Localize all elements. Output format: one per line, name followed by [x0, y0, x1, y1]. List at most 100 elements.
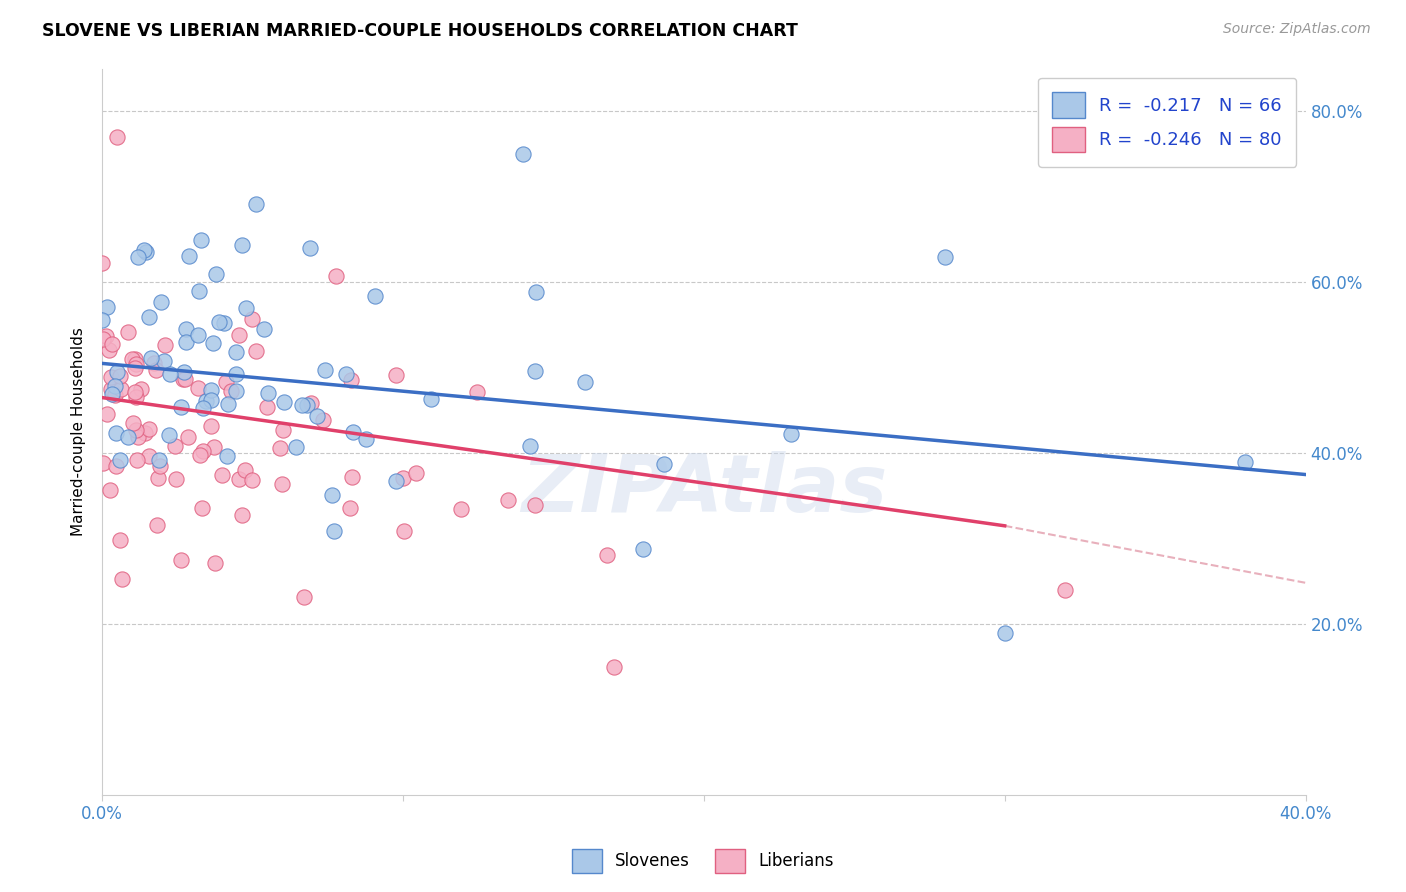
Point [100, 369, 122, 384]
Point [392, 470, 415, 484]
Point [208, 315, 231, 329]
Point [217, 397, 239, 411]
Point [98, 343, 121, 357]
Point [633, 542, 655, 557]
Point [342, 470, 364, 484]
Point [271, 477, 294, 491]
Point [780, 426, 803, 441]
Point [110, 383, 132, 397]
Point [524, 285, 547, 300]
Point [174, 372, 197, 386]
Point [174, 322, 197, 336]
Point [108, 533, 131, 548]
Point [314, 362, 336, 376]
Point [104, 426, 127, 441]
Point [245, 196, 267, 211]
Point [94, 328, 117, 343]
Point [335, 367, 357, 381]
Point [292, 591, 315, 605]
Point [96, 407, 118, 421]
Point [519, 439, 541, 453]
Point [124, 352, 146, 367]
Point [356, 432, 378, 446]
Text: ZIPAtlas: ZIPAtlas [520, 451, 887, 529]
Point [291, 398, 314, 412]
Point [325, 269, 347, 284]
Point [202, 336, 225, 351]
Point [101, 387, 124, 401]
Point [125, 423, 148, 437]
Point [225, 384, 247, 398]
Point [256, 401, 278, 415]
Point [253, 322, 276, 336]
Point [257, 386, 280, 401]
Point [465, 385, 488, 400]
Legend: Slovenes, Liberians: Slovenes, Liberians [565, 842, 841, 880]
Point [148, 453, 170, 467]
Point [273, 395, 295, 409]
Point [191, 501, 214, 516]
Point [187, 284, 209, 298]
Point [165, 472, 187, 486]
Text: Source: ZipAtlas.com: Source: ZipAtlas.com [1223, 22, 1371, 37]
Point [134, 426, 156, 441]
Point [104, 388, 127, 402]
Point [96, 300, 118, 314]
Point [225, 367, 247, 381]
Point [104, 459, 127, 474]
Point [187, 381, 209, 395]
Point [177, 249, 200, 263]
Point [124, 361, 146, 376]
Point [205, 267, 228, 281]
Point [231, 238, 253, 252]
Point [173, 365, 195, 379]
Point [269, 441, 291, 455]
Point [138, 422, 160, 436]
Point [200, 383, 222, 397]
Point [91, 256, 114, 270]
Point [392, 524, 415, 538]
Point [225, 345, 247, 359]
Point [271, 423, 294, 437]
Point [124, 385, 146, 400]
Point [177, 430, 200, 444]
Point [98, 483, 121, 497]
Point [200, 419, 222, 434]
Point [202, 440, 225, 454]
Point [602, 660, 624, 674]
Point [191, 401, 214, 415]
Point [163, 439, 186, 453]
Point [121, 351, 143, 366]
Point [240, 473, 263, 487]
Point [228, 328, 250, 343]
Point [172, 372, 194, 386]
Point [342, 425, 364, 439]
Point [108, 369, 131, 384]
Point [129, 383, 152, 397]
Point [127, 430, 149, 444]
Point [596, 548, 619, 562]
Point [233, 463, 256, 477]
Point [364, 289, 387, 303]
Legend: R =  -0.217   N = 66, R =  -0.246   N = 80: R = -0.217 N = 66, R = -0.246 N = 80 [1038, 78, 1296, 167]
Point [152, 353, 174, 368]
Point [512, 147, 534, 161]
Point [212, 316, 235, 330]
Point [93, 457, 115, 471]
Point [108, 453, 131, 467]
Point [211, 468, 233, 483]
Point [215, 375, 238, 389]
Point [153, 337, 176, 351]
Point [146, 517, 169, 532]
Point [127, 250, 149, 264]
Point [200, 392, 222, 407]
Point [132, 243, 155, 257]
Point [145, 363, 167, 377]
Point [994, 625, 1017, 640]
Point [157, 427, 180, 442]
Point [231, 508, 253, 523]
Point [174, 335, 197, 350]
Point [187, 327, 209, 342]
Point [195, 394, 218, 409]
Point [340, 373, 363, 387]
